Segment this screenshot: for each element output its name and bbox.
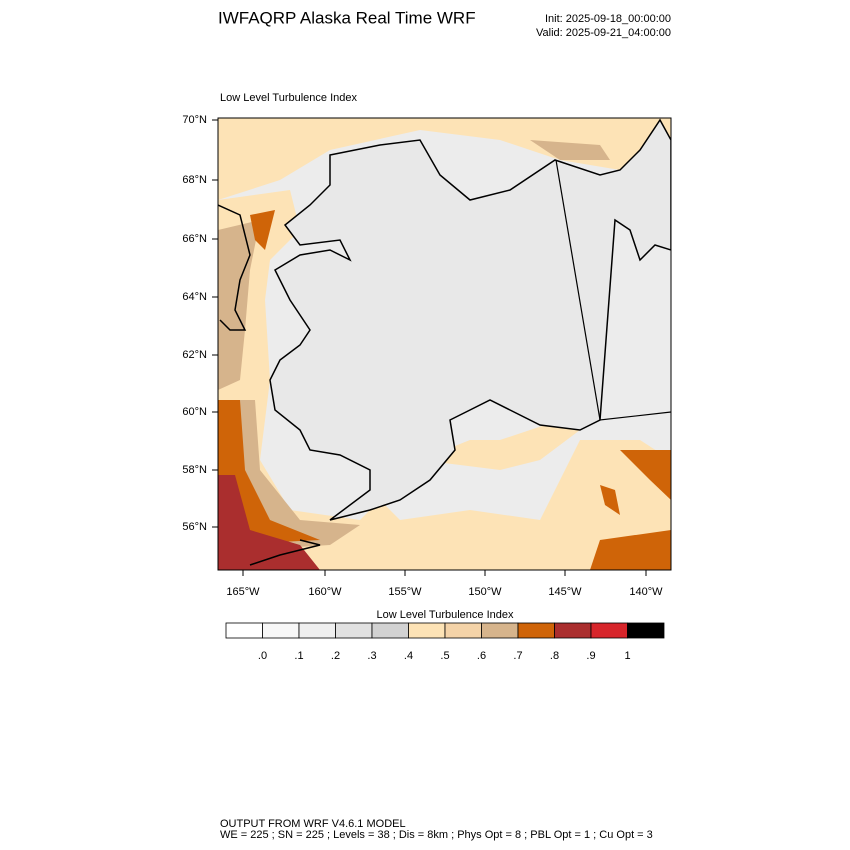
- lon-label: 165°W: [226, 586, 260, 598]
- lon-label: 150°W: [468, 586, 502, 598]
- colorbar-title: Low Level Turbulence Index: [377, 609, 514, 621]
- lat-label: 60°N: [182, 406, 207, 418]
- colorbar-box: [627, 622, 665, 639]
- colorbar-label: .7: [513, 650, 522, 662]
- colorbar-label: .9: [586, 650, 595, 662]
- map-title: Low Level Turbulence Index: [220, 92, 357, 104]
- valid-time: Valid: 2025-09-21_04:00:00: [536, 27, 671, 39]
- colorbar-label: .0: [258, 650, 267, 662]
- lon-label: 145°W: [548, 586, 582, 598]
- colorbar-label: .1: [294, 650, 303, 662]
- colorbar-label: .5: [440, 650, 449, 662]
- lat-label: 64°N: [182, 291, 207, 303]
- lat-label: 70°N: [182, 114, 207, 126]
- map-frame: [217, 117, 672, 571]
- colorbar-box: [517, 622, 555, 639]
- colorbar-label: .6: [477, 650, 486, 662]
- colorbar-label: .2: [331, 650, 340, 662]
- lat-label: 66°N: [182, 233, 207, 245]
- lon-label: 140°W: [629, 586, 663, 598]
- colorbar-label: .4: [404, 650, 413, 662]
- colorbar-box: [298, 622, 336, 639]
- footer-line: WE = 225 ; SN = 225 ; Levels = 38 ; Dis …: [220, 829, 653, 841]
- lon-label: 160°W: [308, 586, 342, 598]
- colorbar-box: [481, 622, 519, 639]
- colorbar-box: [408, 622, 446, 639]
- colorbar-box: [335, 622, 373, 639]
- footer-line: OUTPUT FROM WRF V4.6.1 MODEL: [220, 818, 406, 830]
- colorbar-box: [590, 622, 628, 639]
- lat-label: 68°N: [182, 174, 207, 186]
- lat-label: 56°N: [182, 521, 207, 533]
- colorbar-label: .8: [550, 650, 559, 662]
- lon-label: 155°W: [388, 586, 422, 598]
- colorbar-label: .3: [367, 650, 376, 662]
- main-title: IWFAQRP Alaska Real Time WRF: [218, 8, 476, 27]
- colorbar-box: [554, 622, 592, 639]
- lat-label: 62°N: [182, 349, 207, 361]
- init-time: Init: 2025-09-18_00:00:00: [545, 13, 671, 25]
- colorbar-box: [225, 622, 263, 639]
- colorbar-box: [262, 622, 300, 639]
- map-field: [218, 118, 671, 570]
- lat-label: 58°N: [182, 464, 207, 476]
- colorbar-box: [444, 622, 482, 639]
- colorbar-label: 1: [624, 650, 630, 662]
- colorbar-box: [371, 622, 409, 639]
